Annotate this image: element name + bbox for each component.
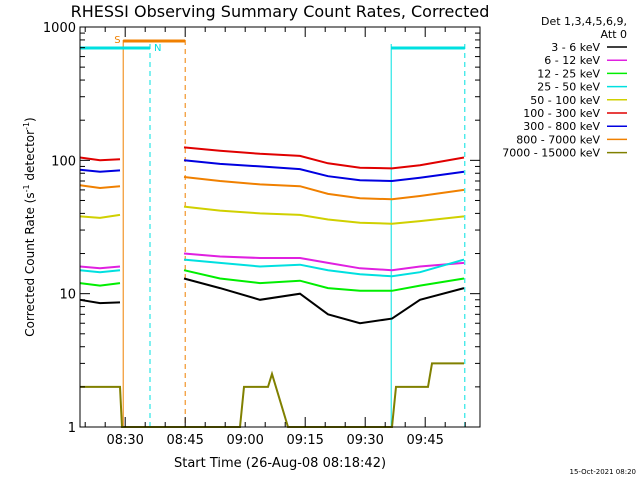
legend-label: 100 - 300 keV (523, 107, 600, 120)
legend-label: 50 - 100 keV (530, 94, 600, 107)
y-axis-label: Corrected Count Rate (s-1 detector-1) (22, 117, 37, 336)
series-line (79, 184, 121, 190)
x-tick-label: 09:45 (406, 433, 443, 448)
legend-label: 6 - 12 keV (544, 54, 600, 67)
series-line (79, 168, 121, 173)
series-line (183, 159, 465, 183)
series-line (79, 269, 121, 274)
x-tick-label: 09:30 (346, 433, 383, 448)
saa-label: S (114, 35, 120, 46)
y-label-part-2: detector (23, 130, 37, 185)
series-line (79, 298, 121, 305)
legend-label: 25 - 50 keV (537, 81, 600, 94)
series-line (80, 362, 464, 428)
series-line (183, 252, 465, 272)
series-line (183, 146, 465, 170)
y-label-sup-1: -1 (22, 184, 31, 192)
y-label-sup-2: -1 (22, 122, 31, 130)
y-tick-label: 1000 (43, 21, 76, 36)
legend-label: 800 - 7000 keV (516, 133, 600, 146)
y-tick-label: 100 (51, 154, 76, 169)
legend-label: 300 - 800 keV (523, 120, 600, 133)
legend-header-line-1: Det 1,3,4,5,6,9, (541, 15, 627, 28)
x-axis-ticks: 08:30 08:45 09:00 09:15 09:30 09:45 (84, 27, 466, 448)
series-line (183, 205, 465, 225)
series-line (79, 156, 121, 162)
y-tick-label: 1 (68, 421, 76, 436)
x-tick-label: 08:45 (166, 433, 203, 448)
series-line (183, 277, 465, 325)
night-label: N (154, 43, 161, 54)
plot-area: SN (79, 35, 466, 428)
series-line (183, 176, 465, 201)
series-line (183, 269, 465, 292)
plot-frame (79, 26, 481, 428)
legend-label: 12 - 25 keV (537, 67, 600, 80)
legend-header-line-2: Att 0 (601, 28, 627, 41)
series-line (183, 258, 465, 278)
series-line (79, 282, 121, 287)
series-line (79, 213, 121, 219)
x-tick-label: 09:00 (226, 433, 263, 448)
x-axis-label: Start Time (26-Aug-08 08:18:42) (174, 456, 386, 471)
generation-timestamp: 15-Oct-2021 08:20 (570, 468, 636, 476)
y-axis-ticks: 1 10 100 1000 (43, 21, 480, 436)
legend-label: 3 - 6 keV (551, 41, 600, 54)
series-line (79, 265, 121, 270)
x-tick-label: 09:15 (286, 433, 323, 448)
chart-title: RHESSI Observing Summary Count Rates, Co… (71, 2, 490, 21)
x-tick-label: 08:30 (106, 433, 143, 448)
y-label-part-1: Corrected Count Rate (s (23, 192, 37, 336)
y-tick-label: 10 (59, 288, 76, 303)
legend-label: 7000 - 15000 keV (502, 147, 600, 160)
y-label-part-3: ) (23, 117, 37, 122)
